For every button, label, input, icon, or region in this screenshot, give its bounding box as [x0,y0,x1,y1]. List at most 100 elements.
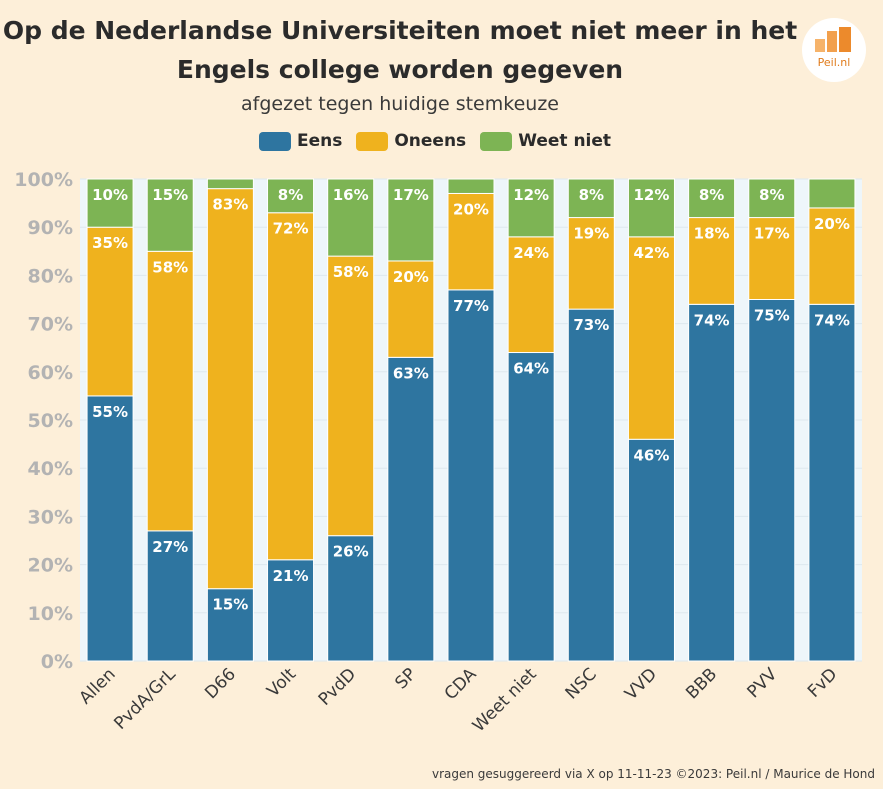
x-tick-label: FvD [804,664,841,701]
data-label: 16% [333,186,369,204]
x-tick-label: Weet niet [469,664,541,736]
bar-segment [447,289,495,662]
chart-title-line-2: Engels college worden gegeven [176,55,624,84]
y-tick-label: 100% [14,169,73,191]
data-label: 58% [152,258,188,276]
bar-segment [206,188,254,590]
y-tick-label: 60% [28,362,73,384]
legend-item-eens: Eens [258,131,343,151]
data-label: 74% [814,311,850,329]
data-label: 26% [333,543,369,561]
data-label: 20% [814,215,850,233]
data-label: 20% [393,268,429,286]
stacked-bar-chart: 0% 10% 20% 30% 40% 50% 60% 70% 80% 90% 100% 55% 35% 1… [14,169,862,736]
logo-text: Peil.nl [818,56,851,69]
bar-segment [567,217,615,310]
bar-segment [688,303,736,662]
data-label: 24% [513,244,549,262]
y-tick-label: 0% [41,651,73,673]
data-label: 72% [273,220,309,238]
bar-segment [748,178,796,219]
bar-segment [748,217,796,301]
legend-label-weet-niet: Weet niet [518,131,612,151]
bar-segment [507,178,555,238]
data-label: 42% [634,244,670,262]
bar-segment [206,588,254,662]
bar-segment [808,178,856,209]
bar-segment [327,535,375,662]
bar-segment [567,178,615,219]
bar-segment [808,303,856,662]
data-label: 58% [333,263,369,281]
bar-segment [627,438,675,662]
x-tick-label: PvdA/GrL [110,664,180,734]
data-label: 8% [579,186,604,204]
data-label: 21% [273,567,309,585]
bar-segment [627,236,675,440]
bar-segment [688,178,736,219]
data-label: 55% [92,403,128,421]
x-tick-label: Volt [263,664,300,701]
bar-segment [387,260,435,358]
data-label: 8% [759,186,784,204]
bar-segment [206,178,254,190]
bar-segment [327,255,375,537]
bar-segment [567,308,615,662]
data-label: 75% [754,307,790,325]
bar-segment [387,178,435,262]
peil-logo: Peil.nl [802,18,866,82]
y-tick-label: 70% [28,314,73,336]
y-tick-label: 40% [28,458,73,480]
x-tick-label: D66 [201,664,240,703]
x-tick-label: NSC [562,664,601,703]
y-tick-label: 50% [28,410,73,432]
y-tick-label: 30% [28,506,73,528]
x-tick-label: CDA [441,664,481,704]
bar-segment [86,178,134,228]
bar-segment [146,530,194,662]
bar-segment [267,559,315,662]
data-label: 12% [634,186,670,204]
bar-segment [146,178,194,252]
data-label: 10% [92,186,128,204]
legend-swatch-weet-niet [480,131,513,151]
legend-item-weet-niet: Weet niet [480,131,611,151]
data-label: 20% [453,200,489,218]
bar-segment [146,250,194,532]
bar-segment [447,192,495,291]
data-label: 17% [754,225,790,243]
chart-subtitle: afgezet tegen huidige stemkeuze [241,93,559,115]
data-label: 18% [694,225,730,243]
y-tick-label: 80% [28,265,73,287]
bar-segment [387,356,435,662]
data-label: 74% [694,311,730,329]
x-tick-label: BBB [682,664,721,703]
bar-segment [447,178,495,194]
data-label: 63% [393,364,429,382]
legend-item-oneens: Oneens [356,131,466,151]
legend-label-eens: Eens [296,131,343,151]
legend-swatch-oneens [356,131,389,151]
bar-segment [507,352,555,662]
data-label: 35% [92,234,128,252]
x-tick-label: Allen [76,664,120,708]
bar-segment [688,217,736,305]
bar-segment [748,299,796,662]
x-tick-label: PvdD [315,664,360,709]
data-label: 17% [393,186,429,204]
data-label: 19% [573,225,609,243]
data-label: 77% [453,297,489,315]
data-label: 46% [634,446,670,464]
legend: Eens Oneens Weet niet [0,131,870,151]
data-label: 15% [152,186,188,204]
source-credit: vragen gesuggereerd via X op 11-11-23 ©2… [431,767,875,781]
bar-segment [627,178,675,238]
bar-segment [267,212,315,561]
legend-label-oneens: Oneens [394,131,467,151]
x-tick-label: SP [391,664,420,693]
data-label: 83% [212,196,248,214]
bar-segment [267,178,315,214]
bar-segment [86,395,134,662]
data-label: 15% [212,596,248,614]
data-label: 27% [152,538,188,556]
